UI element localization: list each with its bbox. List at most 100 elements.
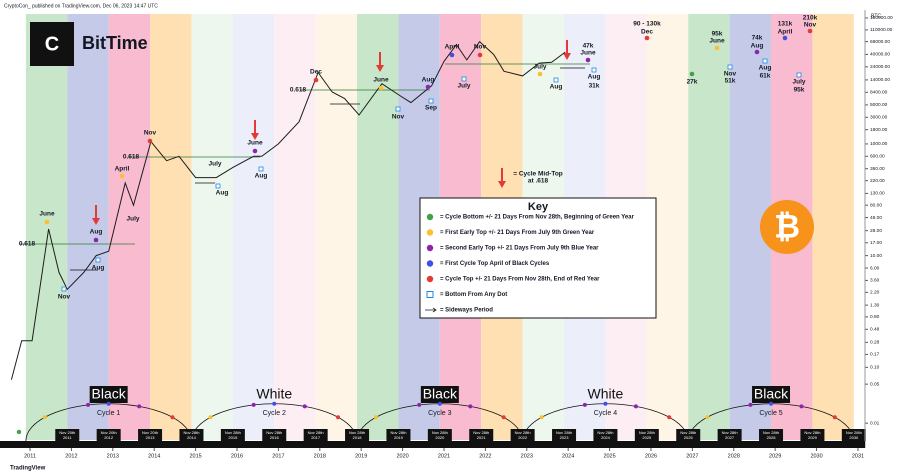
annotation: Nov [144,130,157,137]
header: CryptoCon_ published on TradingView.com,… [4,3,158,9]
cycle-date: Nov 28th [763,430,779,435]
x-tick-label: 2025 [603,453,615,459]
annotation: 95k [794,87,805,94]
cycle-dot [93,237,99,243]
date-box [96,429,121,441]
price [10,40,566,380]
logo-icon: C [45,33,59,55]
annotation: 74k [752,35,763,42]
cycle-date: Nov 20th [142,430,158,435]
y-tick-label: 5000.00 [870,102,888,108]
annotation: Nov [392,114,405,121]
x-tick-label: 2020 [396,453,408,459]
annotation: Aug [422,77,435,84]
x-tick-label: 2012 [65,453,77,459]
cycle-dot [44,219,50,225]
x-tick-label: 2026 [645,453,657,459]
arc-dot [251,402,256,407]
arc-dot [705,415,710,420]
arc-dot [748,402,753,407]
annotation: at .618 [528,178,549,185]
key-swatch [426,244,434,252]
cycle-date: Nov 28th [308,430,324,435]
y-tick-label: 8400.00 [870,90,888,96]
cycle-date: Nov 28th [680,430,696,435]
arc-dot [501,415,506,420]
x-tick-label: 2016 [231,453,243,459]
phase-band [232,14,275,440]
annotation: 0.618 [19,241,36,248]
cycle-date: Nov 20th [101,430,117,435]
cycle-date: Nov 28th [804,430,820,435]
annotation: June [39,211,55,218]
arc-dot [302,404,307,409]
annotation: Aug [759,65,772,72]
key-label: = Sideways Period [440,308,493,314]
x-tick-label: 2011 [24,453,36,459]
key-box [419,197,657,319]
cycle-date: 2025 [642,435,652,440]
phase-band [150,14,192,440]
annotation: July [208,161,221,168]
x-tick-label: 2031 [852,453,864,459]
date-box [262,429,287,441]
cycle-dot [782,35,788,41]
annotation: Nov [474,44,487,51]
date-box [427,429,452,441]
cycle-date: 2012 [104,435,114,440]
cycle-date: Nov 28th [473,430,489,435]
annotation: 31k [589,83,600,90]
cycle-dot [585,57,591,63]
cycle-date: Nov 28th [225,430,241,435]
y-tick-label: 220.00 [870,178,885,184]
key-swatch [426,275,434,283]
date-box [303,429,328,441]
date-box [220,429,245,441]
bitcoin-symbol: ₿ [774,208,800,244]
y-tick-label: 600.00 [870,154,885,160]
arc-dot [106,401,111,406]
date-box [55,429,80,441]
cycle-date: 2018 [353,435,363,440]
cycle-date: 2026 [684,435,694,440]
cycle-kind-box [89,386,128,403]
annotation: 210k [803,15,818,22]
annotation: April [445,44,460,51]
key-label: = Cycle Bottom +/- 21 Days From Nov 28th… [440,215,635,221]
cycle-dot [477,52,483,58]
cycle-date: Nov 28th [556,430,572,435]
annotation: June [373,77,389,84]
annotation: 0.618 [290,87,307,94]
x-tick-label: 2028 [728,453,740,459]
arrow-head [563,53,571,60]
x-tick-label: 2014 [148,453,160,459]
bottom-marker [796,72,802,78]
y-tick-label: 130.00 [870,191,885,197]
bottom-marker [61,286,67,292]
bottom-marker [591,67,597,73]
y-tick-label: 0.28 [870,340,880,346]
y-tick-label: 0.05 [870,381,880,387]
phase-band [688,14,730,440]
y-tick-label: 3.60 [870,278,880,284]
cycle-date: Nov 28th [390,430,406,435]
bands [25,14,854,440]
chart-title: BitTime [82,33,148,53]
y-tick-label: 28.00 [870,228,882,234]
cycle-date: Nov 28th [722,430,738,435]
arc-dot [16,429,22,435]
arc-dot [170,415,175,420]
x-tick-label: 2018 [314,453,326,459]
cycle-dot [252,148,258,154]
x-tick-label: 2015 [189,453,201,459]
cycle-name: Cycle 4 [594,410,617,417]
x-tick-label: 2017 [272,453,284,459]
y-tick-label: 48.00 [870,215,882,221]
y-tick-label: 180000.00 [870,15,893,21]
cycle-date: 2028 [767,435,777,440]
cycle-date: Nov 28th [597,430,613,435]
y-tick-label: 3000.00 [870,115,888,121]
arc-dot [769,401,774,406]
cycle-date: 2016 [270,435,280,440]
